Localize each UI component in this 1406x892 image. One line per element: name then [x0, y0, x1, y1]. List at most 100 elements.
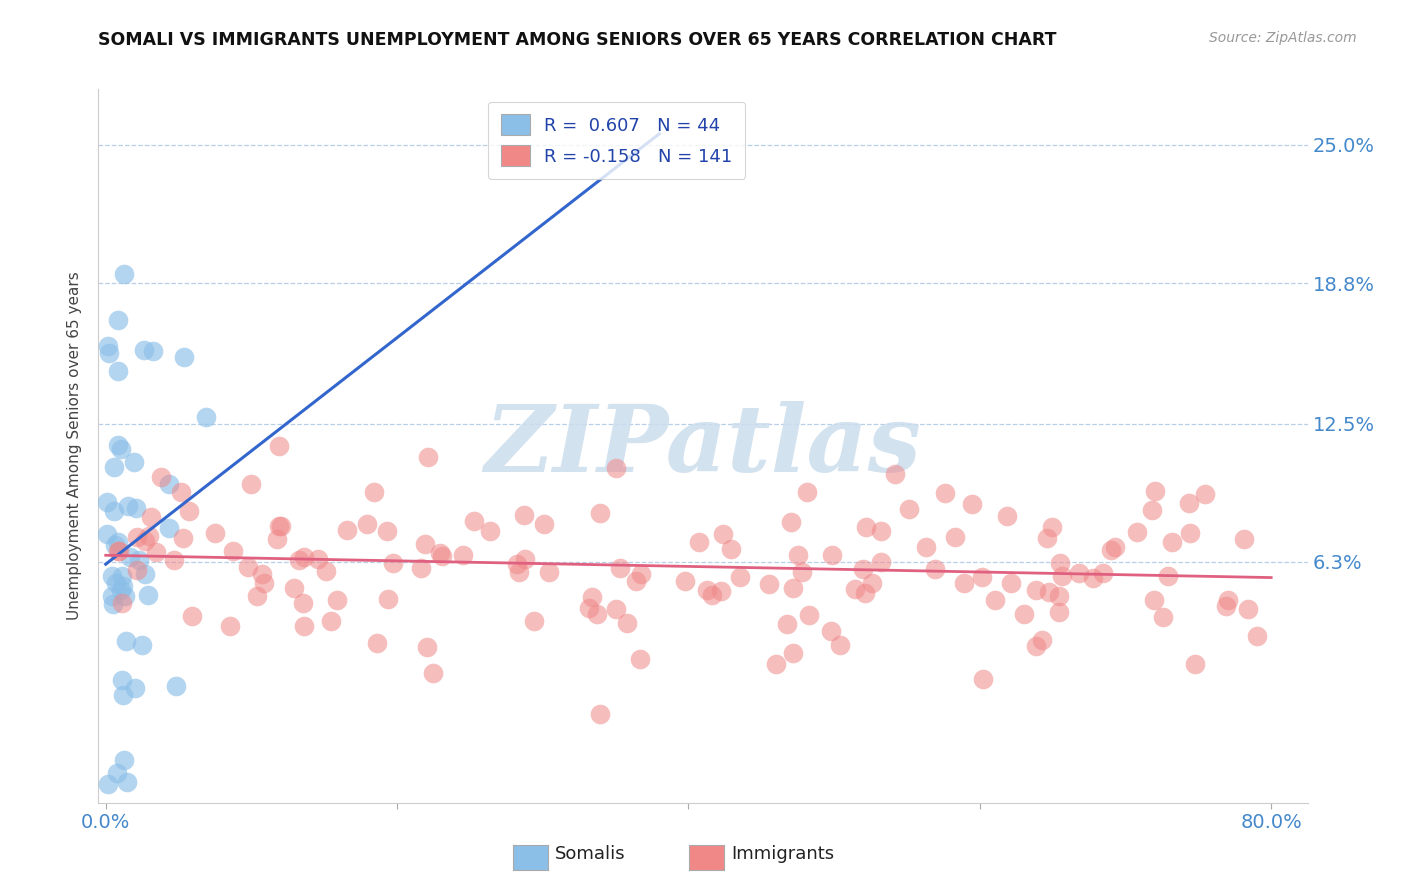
Point [128, 553, 150, 567]
Point [513, 552, 536, 566]
Point [1012, 607, 1035, 621]
Point [884, 467, 907, 481]
Point [1069, 566, 1091, 580]
Point [1047, 589, 1070, 603]
Point [897, 501, 920, 516]
Point [315, 564, 337, 578]
Point [578, 600, 600, 615]
Point [852, 562, 875, 576]
Point [266, 532, 288, 546]
Point [107, 364, 129, 378]
Point [1232, 532, 1254, 546]
Point [422, 665, 444, 680]
Text: Somalis: Somalis [555, 845, 626, 863]
Point [1142, 503, 1164, 517]
Point [1035, 531, 1057, 545]
Point [1157, 569, 1180, 583]
Point [430, 549, 453, 563]
Point [1152, 610, 1174, 624]
Point [97, 777, 120, 791]
Point [117, 499, 139, 513]
Point [616, 615, 638, 630]
Point [1040, 519, 1063, 533]
Point [134, 533, 156, 548]
Point [523, 614, 546, 628]
Point [107, 534, 129, 549]
Point [270, 519, 292, 533]
Point [107, 438, 129, 452]
Point [844, 582, 866, 596]
Point [111, 673, 134, 687]
Text: SOMALI VS IMMIGRANTS UNEMPLOYMENT AMONG SENIORS OVER 65 YEARS CORRELATION CHART: SOMALI VS IMMIGRANTS UNEMPLOYMENT AMONG … [98, 31, 1057, 49]
Point [219, 619, 242, 633]
Point [319, 614, 342, 628]
Point [173, 350, 195, 364]
Point [970, 570, 993, 584]
Point [508, 566, 530, 580]
Point [107, 313, 129, 327]
Point [111, 579, 134, 593]
Point [786, 549, 808, 563]
Point [221, 544, 243, 558]
Point [127, 530, 149, 544]
Point [765, 657, 787, 671]
Text: Source: ZipAtlas.com: Source: ZipAtlas.com [1209, 31, 1357, 45]
Point [267, 439, 290, 453]
Point [605, 602, 627, 616]
Point [589, 706, 612, 721]
Point [995, 508, 1018, 523]
Point [1215, 599, 1237, 613]
Point [589, 506, 612, 520]
Point [157, 520, 180, 534]
Point [915, 540, 938, 554]
Point [1178, 525, 1201, 540]
Point [429, 546, 451, 560]
Point [779, 515, 801, 529]
Point [165, 679, 187, 693]
Point [150, 470, 173, 484]
Point [624, 574, 647, 588]
Point [1099, 543, 1122, 558]
Point [1031, 632, 1053, 647]
Point [720, 541, 742, 556]
Point [413, 537, 436, 551]
Point [96, 494, 118, 508]
Point [292, 596, 315, 610]
Point [115, 633, 138, 648]
Point [776, 617, 799, 632]
Point [100, 590, 122, 604]
Point [238, 560, 260, 574]
Point [325, 592, 347, 607]
Point [157, 477, 180, 491]
Point [870, 555, 893, 569]
Point [1126, 524, 1149, 539]
Point [537, 565, 560, 579]
Y-axis label: Unemployment Among Seniors over 65 years: Unemployment Among Seniors over 65 years [67, 272, 83, 620]
Point [110, 442, 132, 457]
Point [1025, 640, 1047, 654]
Point [1161, 535, 1184, 549]
Point [505, 557, 527, 571]
Point [204, 525, 226, 540]
Point [356, 517, 378, 532]
Point [138, 528, 160, 542]
Point [953, 576, 976, 591]
Point [696, 583, 718, 598]
Point [605, 461, 627, 475]
Point [381, 556, 404, 570]
Point [972, 673, 994, 687]
Point [138, 588, 160, 602]
Point [125, 563, 148, 577]
Point [115, 774, 138, 789]
Point [710, 584, 733, 599]
Point [112, 268, 135, 282]
Point [97, 339, 120, 353]
Point [581, 591, 603, 605]
Point [124, 681, 146, 695]
Point [377, 592, 399, 607]
Point [820, 624, 842, 639]
Point [1000, 576, 1022, 591]
Point [288, 552, 311, 566]
Point [1092, 566, 1115, 580]
Point [98, 346, 121, 360]
